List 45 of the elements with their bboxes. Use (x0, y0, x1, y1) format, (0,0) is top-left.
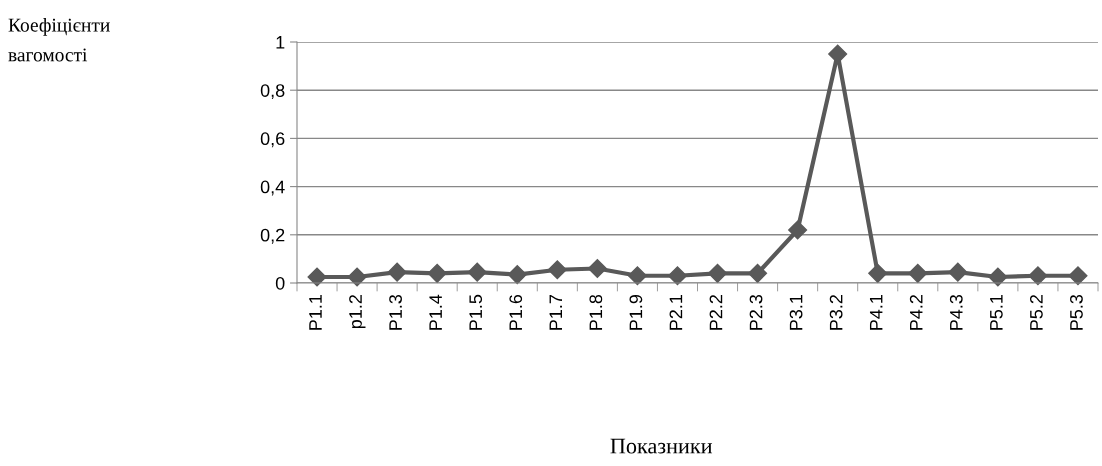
x-tick-label: P1.3 (389, 294, 402, 330)
x-tick-label: P1.5 (469, 294, 483, 330)
point (507, 265, 527, 285)
x-tick-label: P4.1 (869, 294, 883, 330)
point (427, 263, 447, 283)
x-tick-label: P5.1 (990, 294, 1003, 330)
point (788, 220, 808, 240)
point (547, 260, 567, 280)
y-tick-label: 0,4 (260, 180, 285, 196)
x-tick-label: P1.6 (509, 294, 523, 330)
x-tick-label: P3.1 (789, 294, 803, 330)
x-tick-label: P2.2 (709, 295, 723, 330)
x-tick-label: P1.1 (309, 294, 322, 330)
y-tick-label: 0,8 (260, 84, 285, 100)
point (908, 263, 928, 283)
x-tick-label: p1.2 (349, 295, 366, 329)
point (748, 263, 768, 283)
point (667, 266, 688, 286)
point (467, 262, 487, 282)
x-tick-label: P3.2 (829, 295, 843, 330)
x-tick-label: P1.9 (629, 294, 643, 330)
point (627, 266, 647, 286)
point (587, 259, 607, 279)
point (707, 263, 728, 283)
text: Коефіцієнти вагомості (8, 18, 110, 62)
x-tick-label: P1.4 (429, 294, 442, 330)
point (387, 262, 407, 282)
x-tick-label: P4.2 (909, 295, 923, 330)
x-tick-label: P5.3 (1070, 294, 1083, 330)
y-tick-label: 0,6 (260, 132, 285, 148)
x-tick-label: P2.3 (749, 294, 763, 330)
point (1028, 266, 1048, 286)
point (1068, 266, 1088, 286)
y-tick-label: 1 (276, 36, 285, 49)
x-tick-label: P1.7 (549, 295, 562, 330)
point (948, 262, 968, 282)
x-tick-label: P5.2 (1029, 295, 1043, 330)
x-tick-label: P4.3 (949, 294, 963, 330)
x-axis-title: Показники (610, 438, 713, 454)
point (868, 263, 888, 283)
point (828, 44, 848, 64)
y-tick-label: 0 (275, 276, 285, 290)
x-tick-label: P1.8 (589, 294, 603, 330)
y-tick-label: 0,2 (260, 228, 285, 244)
x-tick-label: P2.1 (669, 294, 683, 330)
